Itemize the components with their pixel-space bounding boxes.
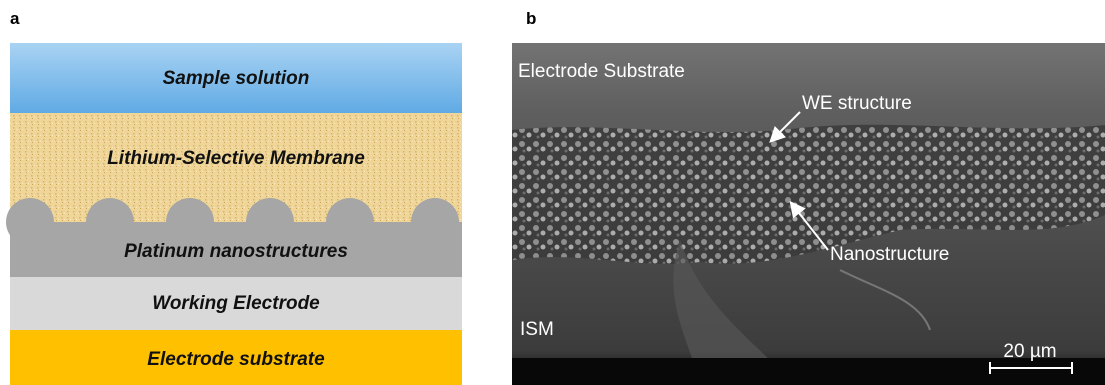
layer-label: Lithium-Selective Membrane [107,148,365,169]
annotation: WE structure [802,93,912,114]
layer-label: Sample solution [163,68,310,89]
figure: a Sample solution Lithium-Selective Memb… [0,0,1105,385]
panel-label: b [526,9,536,28]
layer-label: Working Electrode [152,293,320,314]
annotation: ISM [520,319,554,340]
scale-bar-label: 20 µm [1003,341,1056,362]
layer-label: Electrode substrate [147,349,325,370]
annotation: Nanostructure [830,244,949,265]
panel-label: a [10,9,20,28]
annotation: Electrode Substrate [518,61,685,82]
layer [10,113,462,228]
layer-label: Platinum nanostructures [124,241,348,262]
